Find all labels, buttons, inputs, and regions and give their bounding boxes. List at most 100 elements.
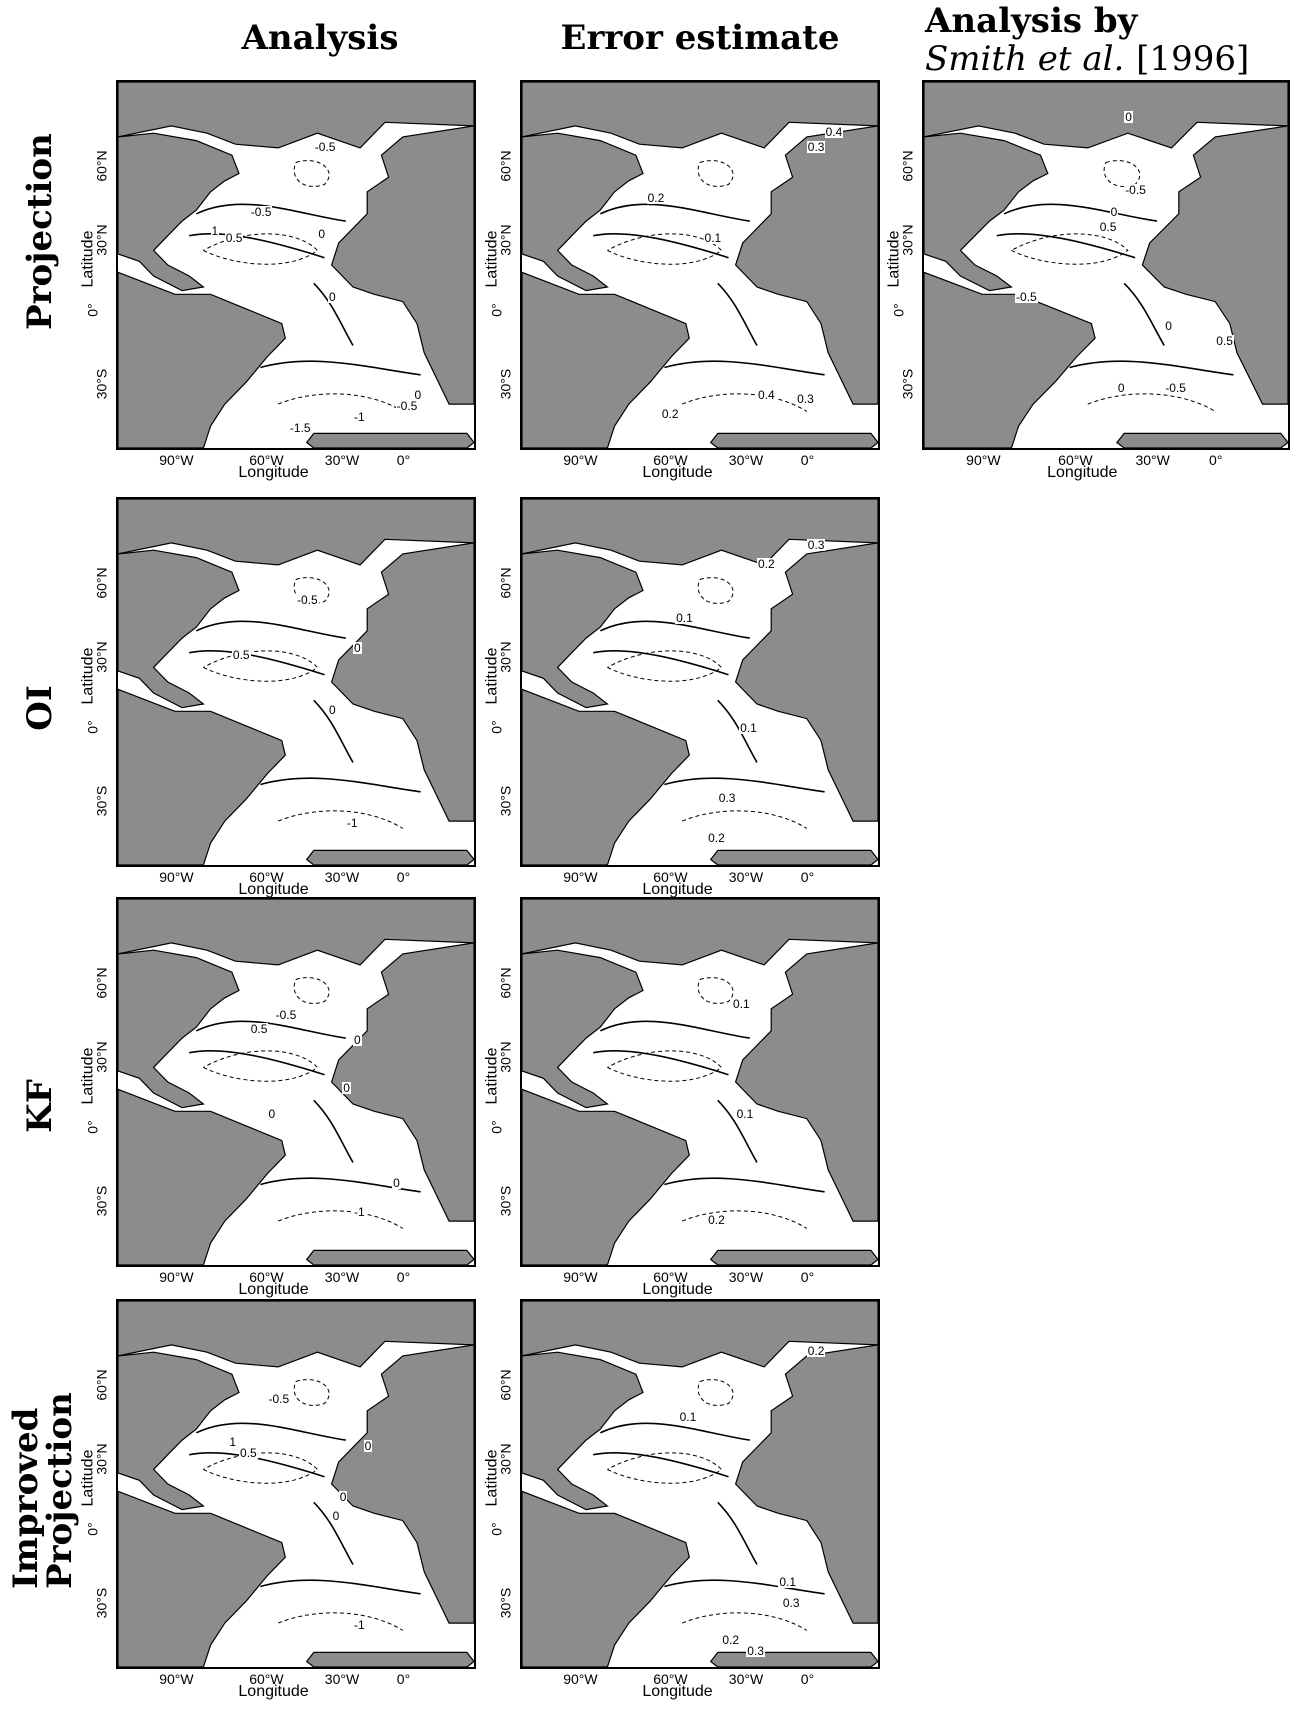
x-tick-label: 0°	[396, 1671, 411, 1687]
x-tick-label: 0°	[396, 869, 411, 885]
x-tick-label: 30°W	[324, 1671, 360, 1687]
contour-label: 0.1	[703, 231, 723, 246]
land-mass	[522, 1490, 690, 1667]
contour-line	[189, 1049, 325, 1076]
contour-line	[664, 1177, 825, 1193]
contour-label: 0.5	[1215, 333, 1234, 348]
map-svg	[522, 1301, 878, 1667]
land-mass	[734, 1344, 878, 1624]
x-tick-label: 60°W	[249, 869, 284, 885]
contour-label: 0.4	[824, 124, 844, 139]
land-mass	[118, 499, 474, 566]
contour-label: 0	[331, 1508, 341, 1523]
land-mass	[709, 432, 878, 448]
y-tick-label: 30°S	[93, 785, 110, 817]
x-tick-label: 90°W	[966, 452, 1001, 468]
contour-line-dashed	[697, 577, 734, 604]
contour-line	[593, 232, 729, 259]
land-mass	[305, 1651, 474, 1667]
contour-label: 0.2	[707, 1212, 726, 1227]
contour-line	[1003, 203, 1158, 222]
contour-line-dashed	[607, 1452, 723, 1484]
y-tick-label: 60°N	[93, 967, 110, 999]
land-mass	[118, 688, 286, 865]
map-panel-oi-error: 0.3 0.2 0.1 0.1 0.3 0.2	[520, 497, 880, 867]
land-mass	[118, 1301, 474, 1368]
contour-label: 0	[352, 1033, 362, 1048]
land-mass	[522, 271, 690, 448]
x-tick-label: 0°	[800, 1269, 815, 1285]
contour-label: 0.5	[224, 231, 244, 246]
x-tick-label: 0°	[396, 452, 411, 468]
land-mass	[330, 125, 474, 405]
land-mass	[305, 1249, 474, 1265]
map-svg	[522, 899, 878, 1265]
row-title-projection: Projection	[20, 133, 60, 330]
contour-line-dashed	[697, 160, 734, 187]
y-axis-label: Latitude	[483, 1047, 501, 1105]
x-tick-label: 0°	[1209, 452, 1223, 468]
map-svg	[118, 82, 474, 448]
x-axis-label: Longitude	[642, 1683, 713, 1700]
map-svg	[924, 82, 1288, 448]
contour-label: 0.1	[735, 1106, 755, 1121]
contour-line	[717, 1099, 758, 1163]
contour-line	[664, 360, 825, 376]
map-panel-smith: 0 -0.5 0 0.5 -0.5 0 0.5 0 -0.5	[922, 80, 1290, 450]
map-svg	[118, 899, 474, 1265]
contour-label: 0	[1164, 318, 1173, 333]
land-mass	[330, 542, 474, 822]
y-tick-label: 60°N	[899, 150, 916, 182]
column-title-smith: Analysis by Smith et al. [1996]	[925, 2, 1285, 78]
y-tick-label: 0°	[84, 303, 101, 317]
x-tick-label: 90°W	[159, 1671, 194, 1687]
x-tick-label: 30°W	[324, 869, 360, 885]
contour-line	[260, 1177, 421, 1193]
y-tick-label: 60°N	[497, 567, 514, 599]
y-tick-label: 0°	[84, 1120, 101, 1134]
land-mass	[924, 82, 1288, 149]
y-axis-label: Latitude	[483, 647, 501, 705]
map-panel-imp-error: 0.2 0.1 0.1 0.3 0.2 0.3	[520, 1299, 880, 1669]
contour-label: -0.5	[395, 399, 419, 414]
contour-label: -0.5	[296, 593, 319, 608]
contour-line-dashed	[682, 810, 808, 829]
contour-label: 0.3	[806, 538, 826, 553]
x-tick-label: 0°	[396, 1269, 411, 1285]
contour-label: 0	[413, 388, 423, 403]
map-panel-kf-analysis: -0.5 0.5 0 0 0 0 -1	[116, 897, 476, 1267]
contour-line	[717, 699, 758, 763]
contour-line	[599, 1422, 750, 1441]
contour-label: 0	[1124, 110, 1133, 125]
smith-title-author: Smith et al.	[925, 39, 1125, 79]
contour-label: 0.3	[717, 790, 737, 805]
contour-label: -0.5	[1015, 289, 1038, 304]
contour-label: 0	[342, 1081, 351, 1095]
contour-line-dashed	[682, 393, 808, 412]
x-tick-label: 30°W	[324, 452, 360, 468]
contour-line	[717, 1501, 758, 1565]
contour-line	[195, 1020, 346, 1039]
x-tick-label: 30°W	[1135, 452, 1170, 468]
land-mass	[522, 949, 644, 1109]
contour-label: 0.2	[707, 831, 726, 846]
contour-line	[313, 1501, 354, 1565]
x-tick-label: 0°	[800, 1671, 815, 1687]
contour-line-dashed	[1087, 393, 1216, 412]
contour-line-dashed	[682, 1612, 808, 1631]
contour-label: 0	[317, 227, 327, 242]
x-tick-label: 60°W	[249, 452, 284, 468]
improved-line2: Projection	[40, 1392, 80, 1589]
contour-line	[313, 699, 354, 763]
land-mass	[924, 271, 1096, 448]
x-axis-label: Longitude	[238, 1281, 309, 1298]
contour-line	[313, 282, 354, 346]
y-tick-label: 60°N	[497, 150, 514, 182]
y-tick-label: 60°N	[497, 1369, 514, 1401]
y-tick-label: 30°S	[93, 1587, 110, 1619]
land-mass	[1116, 432, 1288, 448]
contour-label: 0.3	[781, 1596, 801, 1611]
y-tick-label: 0°	[488, 1120, 505, 1134]
land-mass	[118, 949, 240, 1109]
x-tick-label: 0°	[800, 452, 815, 468]
